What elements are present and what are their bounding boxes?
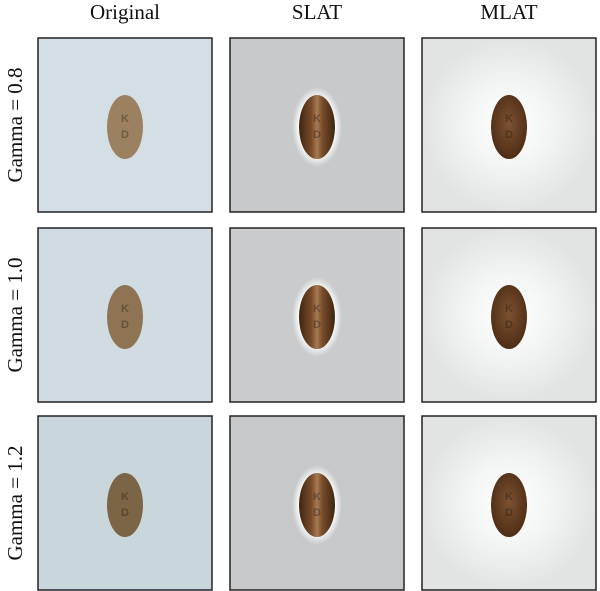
panel-border — [37, 227, 213, 403]
image-panel: KD — [37, 227, 213, 403]
column-header: MLAT — [480, 0, 537, 24]
pill — [299, 95, 335, 159]
panel-border — [229, 37, 405, 213]
image-panel: KD — [421, 227, 597, 403]
imprint: D — [121, 129, 129, 141]
panel-border — [421, 227, 597, 403]
pill — [299, 473, 335, 537]
pill — [491, 285, 527, 349]
imprint: D — [313, 319, 321, 331]
imprint: K — [313, 491, 321, 503]
imprint: D — [505, 319, 513, 331]
imprint: D — [505, 507, 513, 519]
row-label: Gamma = 1.2 — [3, 445, 27, 560]
panel-border — [229, 415, 405, 591]
pill — [299, 285, 335, 349]
imprint: D — [313, 129, 321, 141]
row-label: Gamma = 1.0 — [3, 257, 27, 372]
imprint: D — [121, 319, 129, 331]
pill — [491, 473, 527, 537]
imprint: K — [121, 113, 129, 125]
pill — [107, 473, 143, 537]
imprint: D — [121, 507, 129, 519]
image-panel: KD — [229, 415, 405, 591]
imprint: K — [505, 491, 513, 503]
panel-border — [421, 415, 597, 591]
panel-border — [37, 37, 213, 213]
pill — [107, 95, 143, 159]
image-panel: KD — [37, 37, 213, 213]
imprint: K — [121, 303, 129, 315]
imprint: K — [121, 491, 129, 503]
pill — [107, 285, 143, 349]
panel-border — [37, 415, 213, 591]
image-panel: KD — [421, 415, 597, 591]
imprint: K — [313, 113, 321, 125]
panel-border — [229, 227, 405, 403]
imprint: K — [313, 303, 321, 315]
image-panel: KD — [229, 227, 405, 403]
imprint: K — [505, 303, 513, 315]
image-panel: KD — [421, 37, 597, 213]
imprint: K — [505, 113, 513, 125]
imprint: D — [505, 129, 513, 141]
image-panel: KD — [37, 415, 213, 591]
panel-border — [421, 37, 597, 213]
column-header: SLAT — [292, 0, 342, 24]
column-header: Original — [90, 0, 160, 24]
image-panel: KD — [229, 37, 405, 213]
imprint: D — [313, 507, 321, 519]
row-label: Gamma = 0.8 — [3, 67, 27, 182]
pill — [491, 95, 527, 159]
